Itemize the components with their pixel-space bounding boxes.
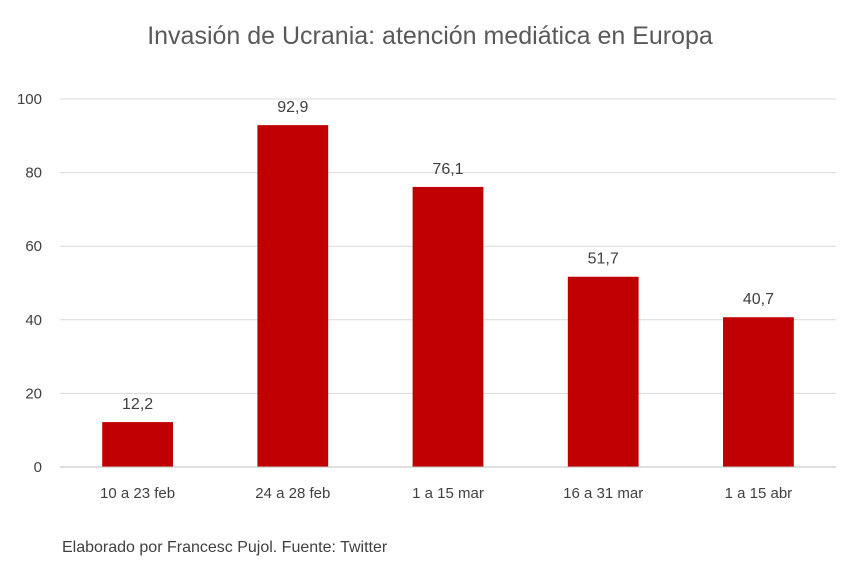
- bar: [257, 125, 329, 468]
- bars: [102, 125, 794, 468]
- data-label: 51,7: [588, 251, 619, 268]
- y-axis-ticks: 0 20 40 60 80 100: [17, 91, 42, 476]
- bar: [723, 317, 794, 467]
- y-tick-label: 40: [25, 312, 42, 329]
- x-tick-label: 1 a 15 abr: [725, 485, 793, 502]
- y-tick-label: 60: [25, 238, 42, 255]
- data-label: 92,9: [277, 99, 308, 116]
- bar: [567, 276, 639, 467]
- x-axis-ticks: 10 a 23 feb 24 a 28 feb 1 a 15 mar 16 a 31 …: [100, 485, 792, 502]
- bar: [412, 186, 484, 467]
- y-tick-label: 80: [25, 165, 42, 182]
- y-tick-label: 0: [34, 459, 42, 476]
- x-tick-label: 16 a 31 mar: [563, 485, 643, 502]
- data-label: 12,2: [122, 396, 153, 413]
- source-note: Elaborado por Francesc Pujol. Fuente: Tw…: [62, 539, 388, 556]
- x-tick-label: 1 a 15 mar: [412, 485, 484, 502]
- data-labels: 12,2 92,9 76,1 51,7 40,7: [122, 99, 774, 413]
- data-label: 40,7: [743, 291, 774, 308]
- y-tick-label: 100: [17, 91, 42, 108]
- y-tick-label: 20: [25, 385, 42, 402]
- chart-title: Invasión de Ucrania: atención mediática …: [147, 22, 713, 50]
- x-tick-label: 24 a 28 feb: [255, 485, 330, 502]
- bar: [102, 422, 173, 467]
- x-tick-label: 10 a 23 feb: [100, 485, 175, 502]
- data-label: 76,1: [432, 161, 463, 178]
